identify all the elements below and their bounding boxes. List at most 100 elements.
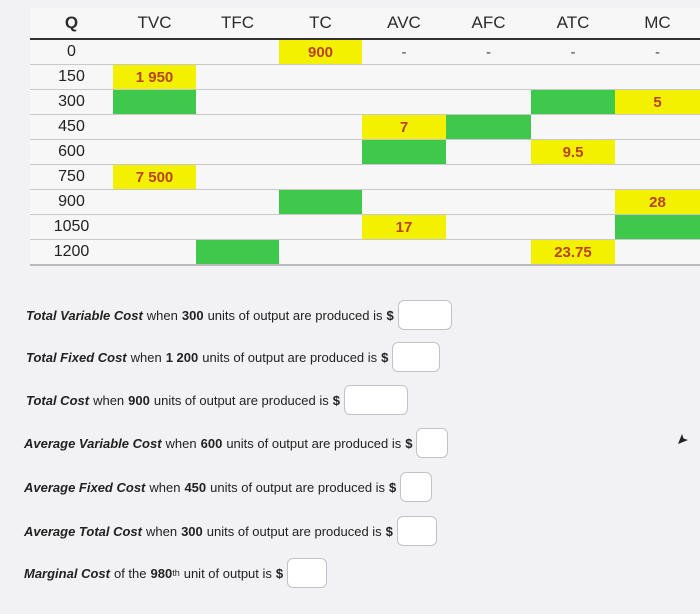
question-connector: when [165, 435, 197, 451]
cell-tc-given: 900 [279, 39, 362, 65]
cell-mc-given: 28 [615, 189, 700, 215]
cell-tvc [113, 214, 196, 240]
cell-q: 600 [30, 139, 113, 165]
cell-tvc [113, 39, 196, 65]
answer-input-tc[interactable] [343, 385, 408, 415]
dollar-sign: $ [332, 392, 340, 408]
cell-mc-given: 5 [615, 89, 700, 115]
cell-tfc [196, 114, 279, 140]
question-connector: when [130, 349, 162, 365]
question-label: Total Fixed Cost [26, 349, 127, 365]
answer-input-tvc[interactable] [397, 300, 452, 330]
dollar-sign: $ [275, 565, 284, 581]
question-tc: Total Cost when 900 units of output are … [26, 385, 408, 415]
cell-q: 0 [30, 39, 113, 65]
question-quantity: 600 [200, 435, 223, 451]
cell-tfc [196, 189, 279, 215]
cell-q: 750 [30, 164, 113, 190]
question-label: Total Variable Cost [26, 307, 143, 323]
table-row: 750 7 500 [30, 164, 700, 190]
question-text: units of output are produced is [206, 523, 382, 539]
answer-input-mc[interactable] [287, 558, 328, 588]
cell-tfc [196, 39, 279, 65]
cell-mc [615, 239, 700, 266]
cell-afc [446, 189, 531, 215]
cell-q: 300 [30, 89, 113, 115]
cell-atc-blank [531, 89, 615, 115]
mouse-pointer-icon [678, 434, 688, 444]
answer-input-atc[interactable] [396, 516, 437, 546]
cell-afc: - [446, 39, 531, 65]
question-tvc: Total Variable Cost when 300 units of ou… [26, 300, 452, 330]
header-mc: MC [615, 8, 700, 40]
cell-tfc [196, 64, 279, 90]
cell-atc [531, 114, 615, 140]
cell-atc [531, 164, 615, 190]
cell-q: 150 [30, 64, 113, 90]
cell-mc [615, 114, 700, 140]
question-afc: Average Fixed Cost when 450 units of out… [24, 472, 433, 502]
cell-tc [279, 214, 362, 240]
cell-tc [279, 64, 362, 90]
cell-avc [362, 189, 446, 215]
cell-atc [531, 64, 615, 90]
cell-q: 1200 [30, 239, 113, 266]
question-avc: Average Variable Cost when 600 units of … [24, 428, 449, 458]
cell-atc [531, 214, 615, 240]
cell-tfc [196, 164, 279, 190]
cell-afc [446, 239, 531, 266]
answer-input-tfc[interactable] [392, 342, 441, 372]
cell-avc-given: 17 [362, 214, 446, 240]
cost-table-container: Q TVC TFC TC AVC AFC ATC MC 0 900 - - - … [30, 8, 700, 266]
cell-mc: - [615, 39, 700, 65]
cell-tc [279, 139, 362, 165]
question-text: unit of output is [183, 565, 272, 581]
question-label: Total Cost [26, 392, 90, 408]
header-avc: AVC [362, 8, 446, 40]
cell-tvc [113, 189, 196, 215]
cell-avc-given: 7 [362, 114, 446, 140]
cell-tc [279, 164, 362, 190]
table-row: 0 900 - - - - [30, 39, 700, 65]
cell-afc [446, 89, 531, 115]
cell-mc-blank [615, 214, 700, 240]
question-label: Average Total Cost [24, 523, 142, 539]
cell-avc [362, 164, 446, 190]
cell-avc [362, 239, 446, 266]
cell-atc: - [531, 39, 615, 65]
cell-tvc [113, 114, 196, 140]
cell-tfc-blank [196, 239, 279, 266]
question-atc: Average Total Cost when 300 units of out… [24, 516, 437, 546]
dollar-sign: $ [389, 479, 397, 495]
cell-tvc-blank [113, 89, 196, 115]
cell-atc-given: 23.75 [531, 239, 615, 266]
dollar-sign: $ [405, 435, 413, 451]
cell-afc [446, 214, 531, 240]
question-quantity: 300 [181, 523, 203, 539]
answer-input-avc[interactable] [416, 428, 449, 458]
cell-afc [446, 64, 531, 90]
cell-mc [615, 164, 700, 190]
question-text: units of output are produced is [210, 479, 386, 495]
question-connector: when [149, 479, 181, 495]
question-quantity: 1 200 [165, 349, 199, 365]
cell-avc-blank [362, 139, 446, 165]
table-row: 1050 17 [30, 214, 700, 240]
header-tvc: TVC [113, 8, 196, 40]
header-afc: AFC [446, 8, 531, 40]
cell-tc-blank [279, 189, 362, 215]
cell-tc [279, 89, 362, 115]
answer-input-afc[interactable] [400, 472, 433, 502]
cell-tvc [113, 239, 196, 266]
header-row: Q TVC TFC TC AVC AFC ATC MC [30, 8, 700, 40]
cell-mc [615, 139, 700, 165]
table-row: 600 9.5 [30, 139, 700, 165]
question-text: units of output are produced is [226, 435, 402, 451]
cell-tc [279, 114, 362, 140]
question-tfc: Total Fixed Cost when 1 200 units of out… [26, 342, 441, 372]
cell-q: 1050 [30, 214, 113, 240]
question-label: Average Variable Cost [24, 435, 162, 451]
question-connector: when [93, 392, 125, 408]
question-quantity: 900 [128, 392, 150, 408]
